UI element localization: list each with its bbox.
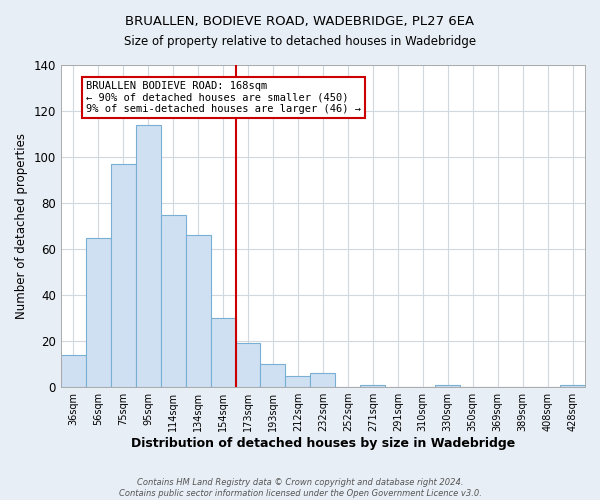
Bar <box>361 385 385 387</box>
Bar <box>286 376 310 387</box>
Bar <box>435 385 460 387</box>
Bar <box>111 164 136 387</box>
Bar <box>86 238 111 387</box>
Y-axis label: Number of detached properties: Number of detached properties <box>15 133 28 319</box>
Bar <box>185 235 211 387</box>
Text: BRUALLEN BODIEVE ROAD: 168sqm
← 90% of detached houses are smaller (450)
9% of s: BRUALLEN BODIEVE ROAD: 168sqm ← 90% of d… <box>86 81 361 114</box>
Bar <box>211 318 236 387</box>
Bar <box>161 214 185 387</box>
Bar <box>260 364 286 387</box>
Text: Size of property relative to detached houses in Wadebridge: Size of property relative to detached ho… <box>124 35 476 48</box>
Bar <box>136 125 161 387</box>
X-axis label: Distribution of detached houses by size in Wadebridge: Distribution of detached houses by size … <box>131 437 515 450</box>
Bar <box>310 374 335 387</box>
Text: Contains HM Land Registry data © Crown copyright and database right 2024.
Contai: Contains HM Land Registry data © Crown c… <box>119 478 481 498</box>
Bar <box>560 385 585 387</box>
Text: BRUALLEN, BODIEVE ROAD, WADEBRIDGE, PL27 6EA: BRUALLEN, BODIEVE ROAD, WADEBRIDGE, PL27… <box>125 15 475 28</box>
Bar <box>236 344 260 387</box>
Bar <box>61 355 86 387</box>
